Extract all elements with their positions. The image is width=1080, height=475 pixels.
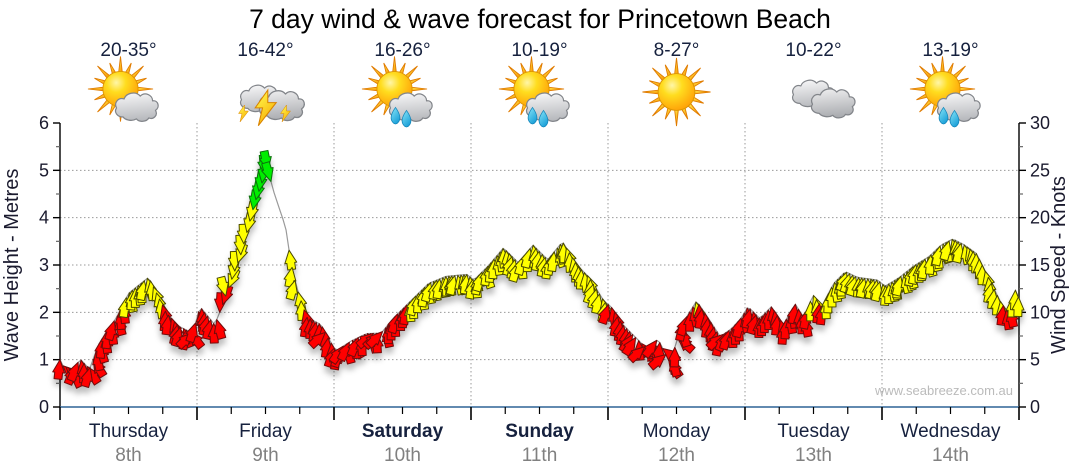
svg-text:10-19°: 10-19° bbox=[511, 40, 567, 61]
svg-text:9th: 9th bbox=[252, 445, 278, 466]
svg-text:Wind Speed - Knots: Wind Speed - Knots bbox=[1048, 176, 1070, 354]
svg-text:3: 3 bbox=[39, 255, 49, 275]
svg-text:16-26°: 16-26° bbox=[374, 40, 430, 61]
svg-text:20-35°: 20-35° bbox=[100, 40, 156, 61]
svg-text:11th: 11th bbox=[522, 445, 558, 466]
svg-text:Sunday: Sunday bbox=[505, 421, 574, 442]
svg-text:30: 30 bbox=[1030, 113, 1050, 133]
svg-text:www.seabreeze.com.au: www.seabreeze.com.au bbox=[874, 383, 1013, 398]
svg-text:8th: 8th bbox=[115, 445, 141, 466]
svg-text:5: 5 bbox=[1030, 350, 1040, 370]
svg-text:4: 4 bbox=[39, 208, 49, 228]
svg-text:10th: 10th bbox=[384, 445, 421, 466]
svg-text:6: 6 bbox=[39, 113, 49, 133]
svg-text:14th: 14th bbox=[932, 445, 969, 466]
svg-text:1: 1 bbox=[39, 350, 49, 370]
svg-text:Tuesday: Tuesday bbox=[777, 421, 850, 442]
svg-text:Wave Height - Metres: Wave Height - Metres bbox=[1, 169, 23, 362]
svg-text:12th: 12th bbox=[658, 445, 695, 466]
svg-text:Thursday: Thursday bbox=[89, 421, 169, 442]
svg-text:0: 0 bbox=[39, 397, 49, 417]
svg-text:13-19°: 13-19° bbox=[922, 40, 978, 61]
svg-text:2: 2 bbox=[39, 302, 49, 322]
svg-text:Monday: Monday bbox=[643, 421, 711, 442]
svg-text:8-27°: 8-27° bbox=[654, 40, 700, 61]
svg-text:16-42°: 16-42° bbox=[237, 40, 293, 61]
svg-text:0: 0 bbox=[1030, 397, 1040, 417]
svg-text:10-22°: 10-22° bbox=[785, 40, 841, 61]
svg-text:Wednesday: Wednesday bbox=[901, 421, 1001, 442]
svg-text:13th: 13th bbox=[795, 445, 832, 466]
svg-text:Friday: Friday bbox=[239, 421, 292, 442]
svg-text:Saturday: Saturday bbox=[362, 421, 444, 442]
svg-text:5: 5 bbox=[39, 160, 49, 180]
